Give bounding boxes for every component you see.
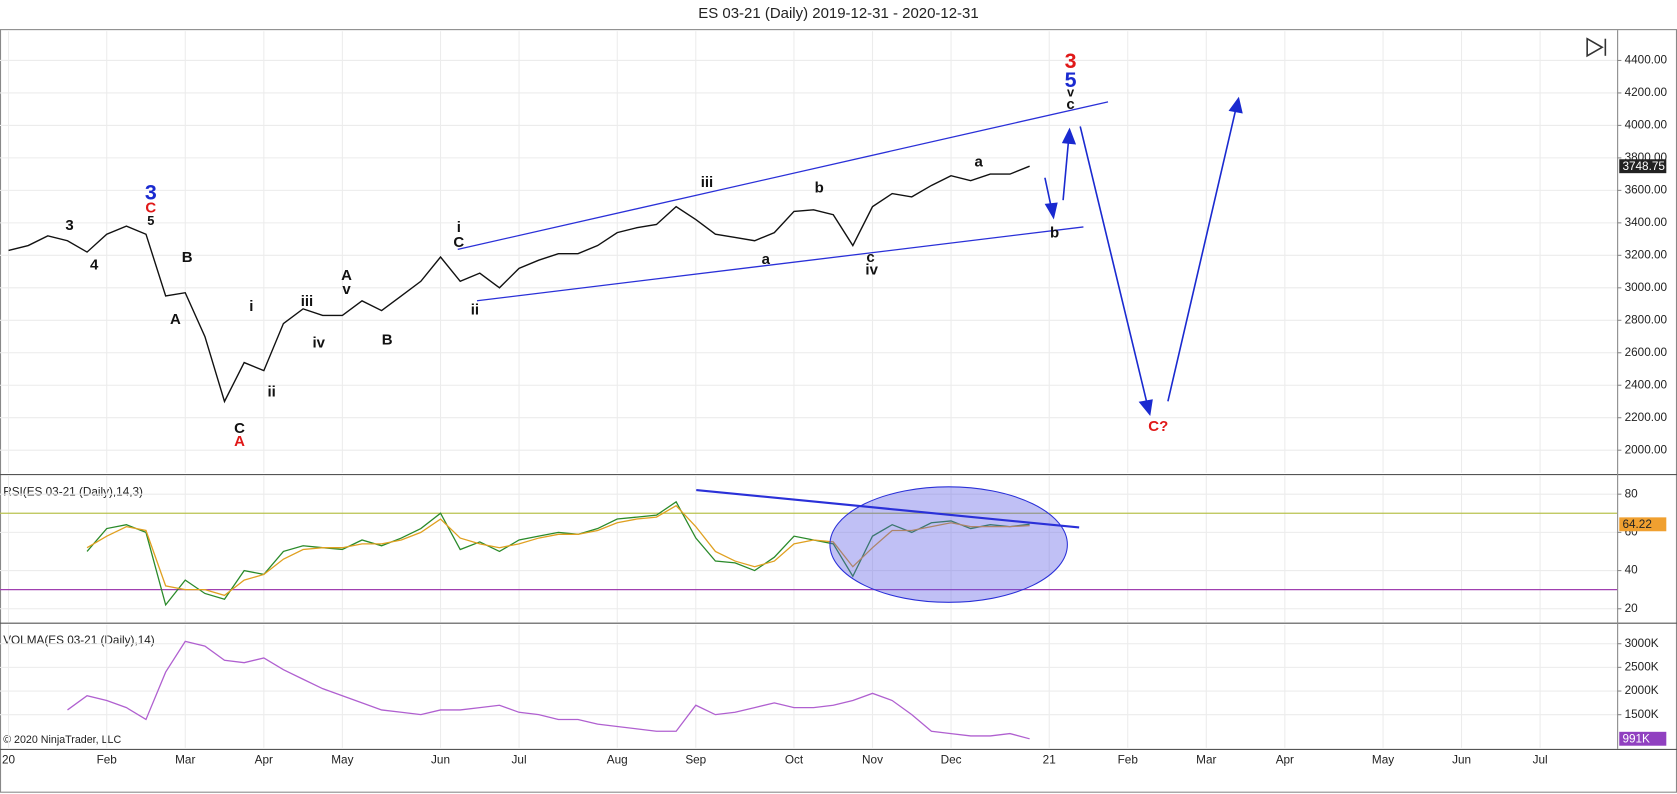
y-tick-label: 80 — [1625, 487, 1639, 500]
panel-title: VOLMA(ES 03-21 (Daily),14) — [3, 634, 155, 647]
x-tick-label: 21 — [1043, 754, 1056, 767]
wave-label: c — [1066, 96, 1074, 113]
plot: 20 Feb Mar Apr May Jun Jul Aug Sep Oct Nov Dec 21 Feb… — [0, 31, 1668, 767]
last-value-label: 3748.75 — [1622, 160, 1665, 173]
y-tick-label: 2000K — [1625, 684, 1659, 697]
frame — [0, 29, 1677, 793]
wave-label: iv — [312, 334, 325, 351]
x-tick-label: Apr — [255, 754, 273, 767]
series-line — [86, 500, 1030, 607]
wave-label: v — [1067, 85, 1075, 100]
wave-label: B — [382, 331, 393, 348]
y-tick-label: 1500K — [1625, 708, 1659, 721]
x-tick-label: Jul — [1533, 754, 1548, 767]
x-tick-label: Aug — [607, 754, 628, 767]
x-tick-label: Mar — [175, 754, 195, 767]
y-tick-label: 4000.00 — [1625, 119, 1668, 132]
x-tick-label: Jul — [512, 754, 527, 767]
wave-label: 3 — [1065, 49, 1077, 73]
wave-label: 3 — [65, 217, 73, 234]
x-tick-label: Mar — [1196, 754, 1216, 767]
wave-label: a — [762, 251, 771, 268]
series-line — [8, 165, 1030, 404]
wave-label: i — [457, 219, 461, 236]
x-tick-label: Dec — [941, 754, 962, 767]
x-tick-label: Apr — [1276, 754, 1294, 767]
y-tick-label: 3000.00 — [1625, 281, 1668, 294]
wave-label: iii — [701, 174, 713, 191]
wave-label: b — [815, 179, 824, 196]
y-tick-label: 40 — [1625, 564, 1639, 577]
trendline — [476, 226, 1084, 302]
wave-label: A — [234, 433, 245, 450]
y-tick-label: 3400.00 — [1625, 216, 1668, 229]
x-tick-label: Feb — [1118, 754, 1139, 767]
wave-label: C — [145, 200, 156, 217]
x-tick-label: Jun — [1452, 754, 1471, 767]
y-tick-label: 2500K — [1625, 660, 1659, 673]
last-value-label: 64.22 — [1622, 518, 1651, 531]
last-value-label: 991K — [1622, 732, 1650, 745]
x-tick-label: Oct — [785, 754, 804, 767]
wave-label: b — [1050, 224, 1059, 241]
y-tick-label: 3600.00 — [1625, 183, 1668, 196]
wave-label: C — [234, 420, 245, 437]
trendline — [457, 101, 1109, 251]
x-tick-label: 20 — [2, 754, 16, 767]
wave-label: ii — [471, 301, 479, 318]
wave-label: A — [341, 267, 352, 284]
y-tick-label: 3200.00 — [1625, 248, 1668, 261]
chart-title: ES 03-21 (Daily) 2019-12-31 - 2020-12-31 — [698, 5, 978, 22]
x-tick-label: May — [1372, 754, 1394, 767]
wave-labels: 3 4 3 C 5 B A i ii iii iv A v B i C ii i… — [65, 49, 1168, 450]
copyright: © 2020 NinjaTrader, LLC — [3, 734, 121, 746]
wave-label: C? — [1148, 418, 1168, 435]
series-line — [86, 504, 1030, 597]
wave-label: iii — [301, 293, 313, 310]
last-value-box — [1619, 731, 1667, 746]
x-tick-label: Sep — [685, 754, 706, 767]
wave-label: a — [974, 154, 983, 171]
y-tick-label: 4400.00 — [1625, 54, 1668, 67]
wave-label: 5 — [1065, 68, 1077, 92]
wave-label: 3 — [145, 180, 157, 204]
trendline — [696, 488, 1080, 529]
drawings — [457, 96, 1243, 603]
x-tick-label: Jun — [431, 754, 450, 767]
wave-label: 4 — [90, 256, 99, 273]
wave-label: v — [342, 281, 351, 298]
wave-label: iv — [865, 262, 878, 279]
wave-label: i — [249, 298, 253, 315]
arrows — [1044, 96, 1243, 417]
wave-label: B — [182, 249, 193, 266]
y-tick-label: 3000K — [1625, 637, 1659, 650]
y-tick-label: 2800.00 — [1625, 313, 1668, 326]
highlight-ellipse — [829, 486, 1068, 603]
wave-label: A — [170, 311, 181, 328]
x-tick-label: May — [331, 754, 353, 767]
y-tick-label: 2600.00 — [1625, 346, 1668, 359]
last-value-box — [1619, 517, 1667, 532]
toolbar-icon[interactable] — [1586, 37, 1607, 58]
y-tick-label: 2000.00 — [1625, 443, 1668, 456]
last-value-box — [1619, 159, 1667, 174]
x-tick-label: Feb — [97, 754, 118, 767]
y-tick-label: 2400.00 — [1625, 378, 1668, 391]
y-tick-label: 4200.00 — [1625, 86, 1668, 99]
x-tick-label: Nov — [862, 754, 883, 767]
y-tick-label: 20 — [1625, 602, 1639, 615]
wave-label: ii — [267, 384, 275, 401]
panel-title: RSI(ES 03-21 (Daily),14,3) — [3, 485, 143, 498]
wave-label: C — [453, 234, 464, 251]
wave-label: 5 — [147, 213, 154, 228]
wave-label: c — [866, 249, 874, 266]
series-line — [67, 640, 1030, 740]
y-tick-label: 2200.00 — [1625, 411, 1668, 424]
